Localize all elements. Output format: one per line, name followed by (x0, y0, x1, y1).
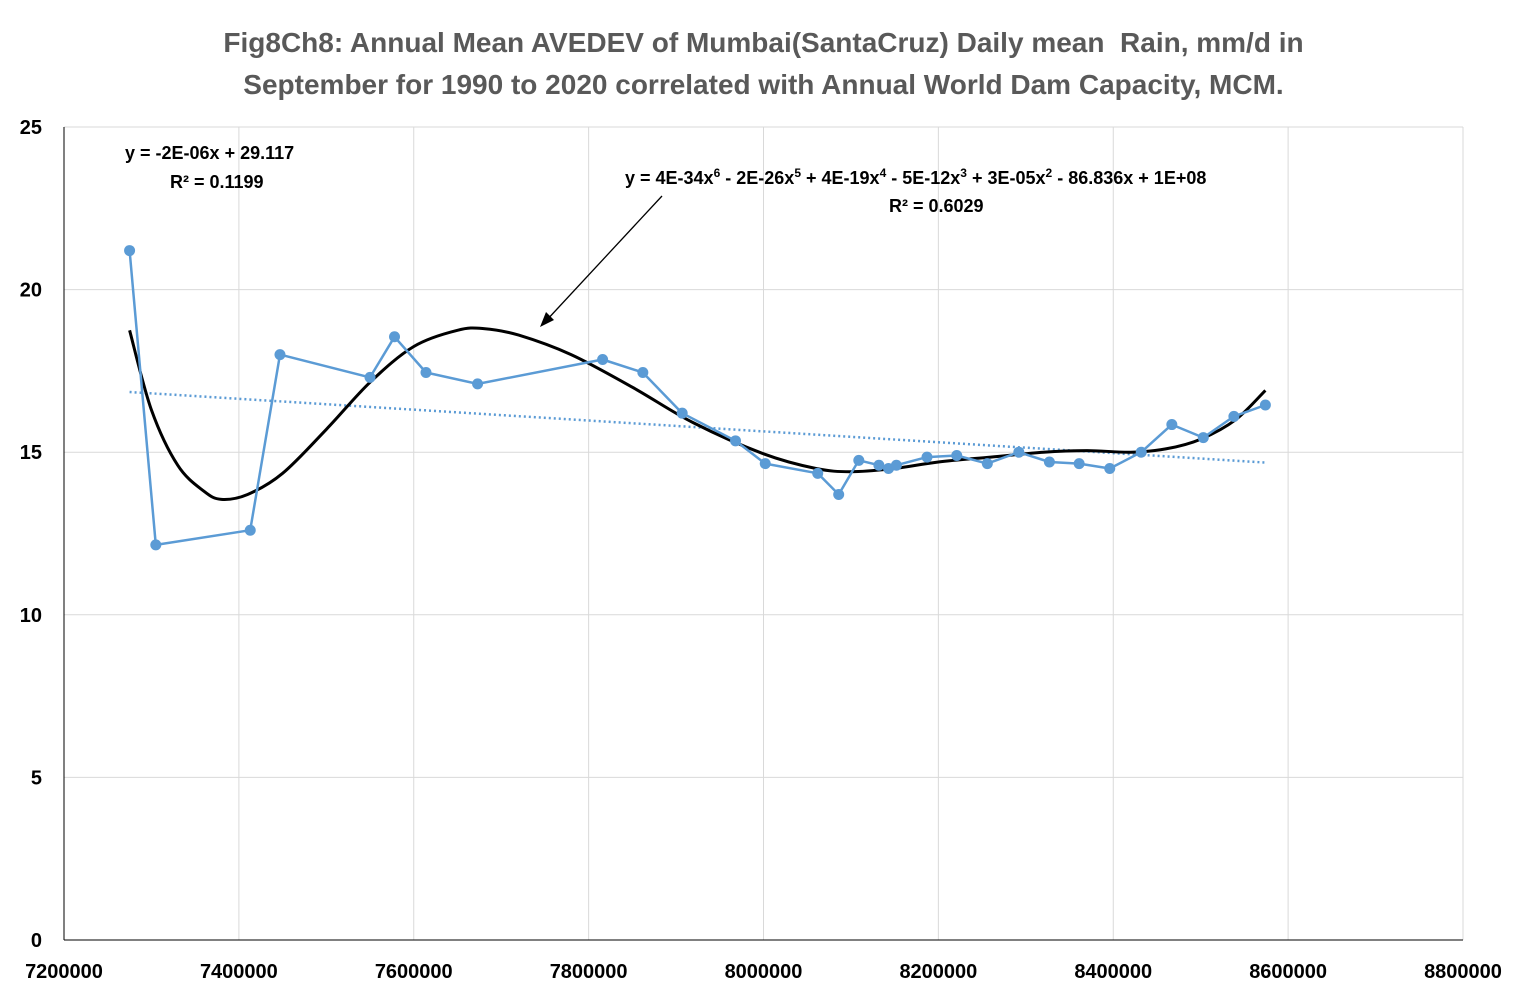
gridlines (64, 126, 1464, 940)
data-point (597, 354, 609, 366)
y-tick-label: 25 (20, 117, 42, 139)
data-point (389, 331, 401, 343)
y-tick-label: 5 (31, 767, 42, 789)
data-point (890, 459, 902, 471)
poly-eq-part: - 2E-26x (720, 168, 794, 188)
poly-eq-part: - 5E-12x (886, 168, 960, 188)
data-point (1073, 458, 1085, 470)
poly-eq-exponent: 5 (794, 166, 801, 180)
chart-title: Fig8Ch8: Annual Mean AVEDEV of Mumbai(Sa… (0, 22, 1527, 106)
data-point (1104, 462, 1116, 474)
x-tick-label: 8800000 (1424, 961, 1502, 983)
data-point (812, 467, 824, 479)
linear-trend-r2: R² = 0.1199 (170, 172, 264, 192)
data-point (833, 488, 845, 500)
axes (63, 127, 1463, 941)
x-tick-label: 8000000 (725, 961, 803, 983)
data-point (364, 371, 376, 383)
x-tick-label: 7200000 (25, 961, 103, 983)
data-point (981, 458, 993, 470)
y-tick-label: 15 (20, 442, 42, 464)
data-point (420, 367, 432, 379)
data-series (124, 245, 1271, 551)
data-point (637, 367, 649, 379)
data-point (1043, 456, 1055, 468)
y-tick-label: 10 (20, 605, 42, 627)
data-point (1135, 446, 1147, 458)
data-point (730, 435, 742, 447)
x-tick-label: 8600000 (1249, 961, 1327, 983)
poly-eq-part: - 86.836x + 1E+08 (1052, 168, 1206, 188)
x-tick-label: 8400000 (1074, 961, 1152, 983)
poly-eq-part: + 3E-05x (967, 168, 1046, 188)
annotation-arrowhead (540, 312, 554, 327)
poly-eq-exponent: 4 (880, 166, 887, 180)
poly-eq-exponent: 2 (1046, 166, 1053, 180)
data-point (951, 449, 963, 461)
poly-eq-part: y = 4E-34x (625, 168, 714, 188)
data-point (274, 349, 286, 361)
poly-trend-equation: y = 4E-34x6 - 2E-26x5 + 4E-19x4 - 5E-12x… (625, 166, 1206, 188)
trendlines (128, 326, 1267, 502)
data-point (873, 459, 885, 471)
poly-trend-r2: R² = 0.6029 (889, 196, 984, 216)
linear-trend-equation: y = -2E-06x + 29.117 (125, 143, 294, 163)
data-point (1259, 399, 1271, 411)
data-point (676, 407, 688, 419)
poly-eq-part: + 4E-19x (801, 168, 880, 188)
x-tick-label: 7800000 (550, 961, 628, 983)
data-point (1013, 446, 1025, 458)
data-point (150, 539, 162, 551)
poly-eq-exponent: 3 (960, 166, 967, 180)
chart-title-line-1: Fig8Ch8: Annual Mean AVEDEV of Mumbai(Sa… (223, 27, 1304, 58)
y-tick-label: 0 (31, 930, 42, 952)
chart-title-line-2: September for 1990 to 2020 correlated wi… (243, 69, 1284, 100)
data-point (853, 454, 865, 466)
annotation-arrow (544, 195, 663, 323)
polynomial-trendline (128, 326, 1267, 502)
x-tick-label: 7600000 (375, 961, 453, 983)
data-point (1228, 410, 1240, 422)
data-point (244, 524, 256, 536)
poly-eq-exponent: 6 (714, 166, 721, 180)
series-line (128, 250, 1266, 547)
data-point (472, 378, 484, 390)
x-tick-label: 8200000 (899, 961, 977, 983)
data-point (759, 458, 771, 470)
data-point (1166, 419, 1178, 431)
x-tick-label: 7400000 (200, 961, 278, 983)
data-point (124, 245, 136, 257)
data-point (1197, 432, 1209, 444)
y-tick-label: 20 (20, 280, 42, 302)
data-point (921, 451, 933, 463)
